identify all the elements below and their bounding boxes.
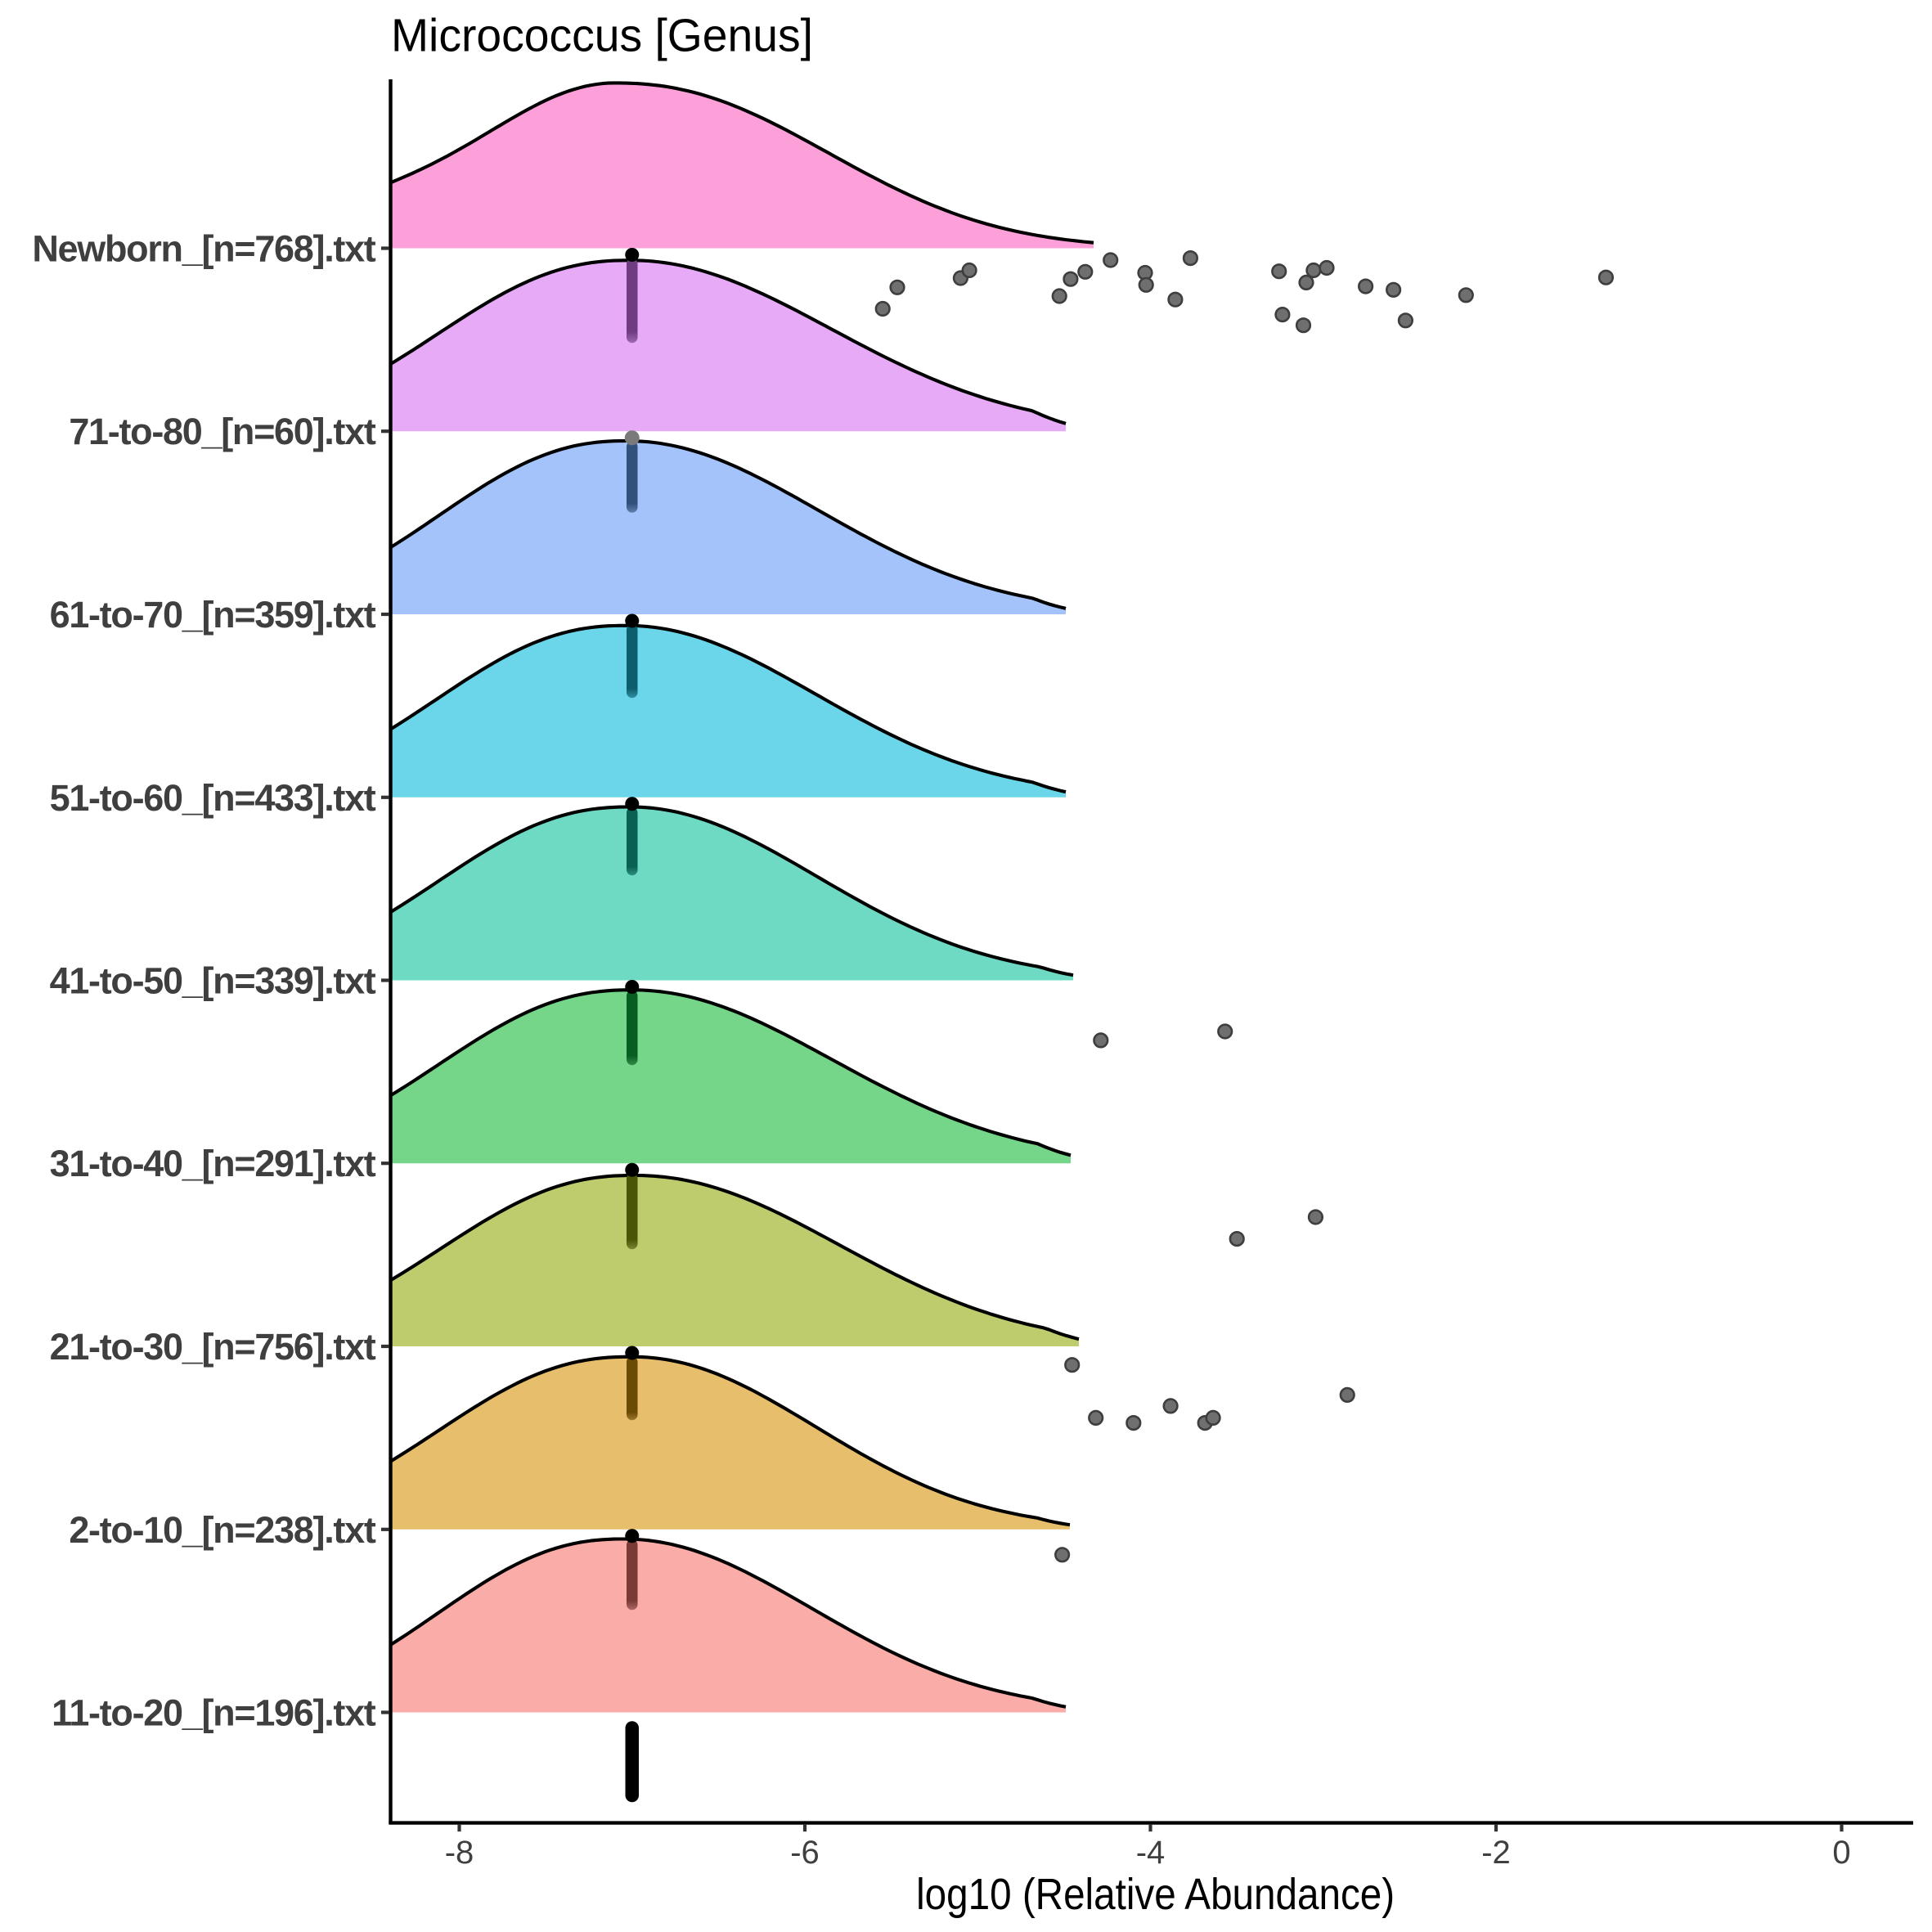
svg-text:61-to-70_[n=359].txt: 61-to-70_[n=359].txt (50, 594, 376, 636)
svg-text:-6: -6 (790, 1835, 820, 1871)
svg-text:Micrococcus [Genus]: Micrococcus [Genus] (391, 10, 813, 62)
svg-text:-2: -2 (1481, 1835, 1511, 1871)
svg-text:log10 (Relative Abundance): log10 (Relative Abundance) (916, 1870, 1395, 1919)
svg-text:51-to-60_[n=433].txt: 51-to-60_[n=433].txt (50, 777, 376, 819)
svg-text:11-to-20_[n=196].txt: 11-to-20_[n=196].txt (52, 1692, 376, 1734)
svg-text:Newborn_[n=768].txt: Newborn_[n=768].txt (32, 228, 375, 270)
svg-text:-4: -4 (1136, 1835, 1166, 1871)
svg-text:2-to-10_[n=238].txt: 2-to-10_[n=238].txt (69, 1509, 375, 1551)
svg-text:-8: -8 (445, 1835, 474, 1871)
svg-text:41-to-50_[n=339].txt: 41-to-50_[n=339].txt (50, 960, 376, 1002)
svg-text:21-to-30_[n=756].txt: 21-to-30_[n=756].txt (50, 1326, 376, 1368)
svg-text:31-to-40_[n=291].txt: 31-to-40_[n=291].txt (50, 1143, 376, 1184)
svg-text:71-to-80_[n=60].txt: 71-to-80_[n=60].txt (69, 411, 375, 452)
svg-text:0: 0 (1832, 1835, 1850, 1871)
